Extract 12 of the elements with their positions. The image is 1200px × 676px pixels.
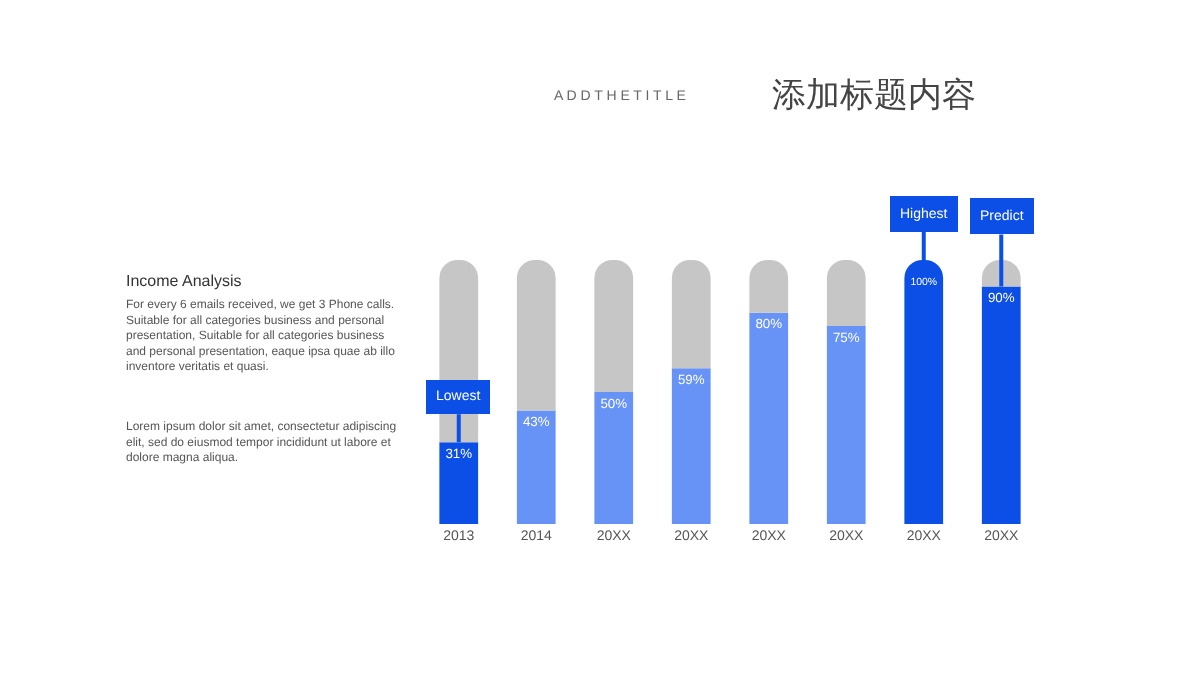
bar bbox=[671, 260, 711, 369]
bar bbox=[516, 410, 556, 524]
bar bbox=[826, 326, 866, 524]
bar bbox=[594, 392, 634, 524]
bar bbox=[594, 260, 634, 392]
text: Income Analysis bbox=[126, 272, 242, 290]
bar bbox=[749, 260, 789, 313]
bar bbox=[749, 312, 789, 524]
bar bbox=[671, 368, 711, 524]
bar bbox=[826, 260, 866, 326]
chart-title: 添加标题内容 bbox=[772, 76, 976, 116]
bar bbox=[516, 260, 556, 411]
